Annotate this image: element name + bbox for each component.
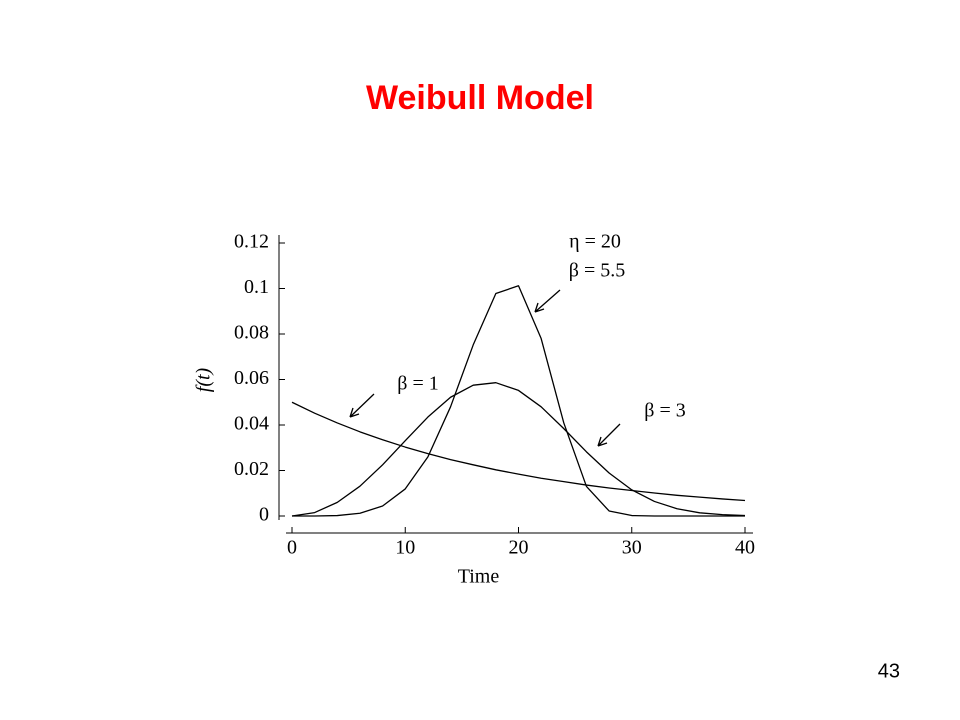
y-tick-label: 0 [259, 504, 269, 526]
x-tick-label: 0 [287, 537, 297, 559]
y-axis-label: f(t) [193, 367, 215, 392]
page-number: 43 [878, 660, 900, 682]
y-tick-label: 0.02 [234, 458, 269, 480]
series-line [292, 285, 745, 517]
y-tick-label: 0.06 [234, 367, 269, 389]
y-tick-label: 0.1 [244, 276, 269, 298]
y-tick-label: 0.12 [234, 231, 269, 253]
x-tick-label: 20 [509, 537, 529, 559]
curve-label: β = 1 [397, 373, 438, 395]
annotation: η = 20 [569, 231, 621, 253]
curve-label: β = 3 [644, 400, 685, 422]
slide-title: Weibull Model [366, 79, 594, 117]
series-line [291, 401, 746, 502]
y-tick-label: 0.04 [234, 413, 269, 435]
x-tick-label: 10 [395, 537, 415, 559]
y-tick-label: 0.08 [234, 322, 269, 344]
x-axis-label: Time [458, 566, 500, 588]
curve-label: β = 5.5 [569, 260, 625, 282]
x-tick-label: 30 [622, 537, 642, 559]
x-tick-label: 40 [735, 537, 755, 559]
arrows [349, 289, 621, 447]
series-line [291, 382, 746, 517]
